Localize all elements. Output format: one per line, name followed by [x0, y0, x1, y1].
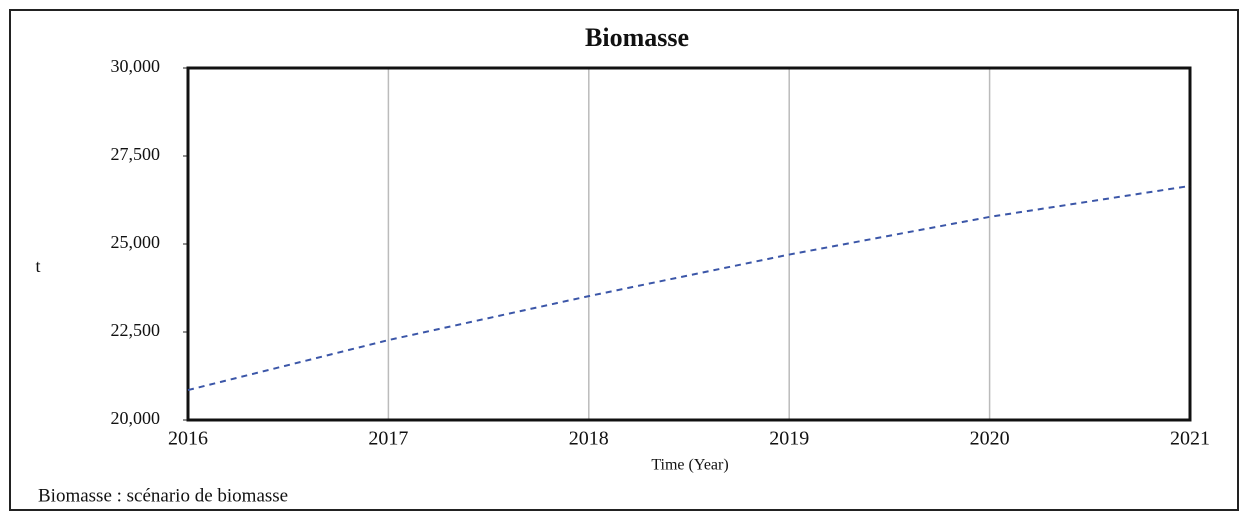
frame: [9, 9, 1239, 511]
y-tick-label: 25,000: [111, 232, 161, 252]
chart-title: Biomasse: [585, 23, 689, 52]
x-tick-label: 2017: [368, 428, 408, 450]
y-tick-label: 20,000: [111, 408, 161, 428]
x-tick-label: 2016: [168, 428, 208, 450]
x-tick-label: 2018: [569, 428, 609, 450]
y-tick-label: 22,500: [111, 320, 161, 340]
y-axis-label: t: [35, 256, 40, 276]
y-tick-label: 30,000: [111, 56, 161, 76]
x-tick-label: 2021: [1170, 428, 1210, 450]
x-tick-label: 2019: [769, 428, 809, 450]
legend-entry: Biomasse : scénario de biomasse: [38, 485, 288, 506]
x-tick-label: 2020: [970, 428, 1010, 450]
y-tick-label: 27,500: [111, 144, 161, 164]
x-axis-label: Time (Year): [651, 457, 728, 474]
plot-area: [186, 66, 1192, 422]
